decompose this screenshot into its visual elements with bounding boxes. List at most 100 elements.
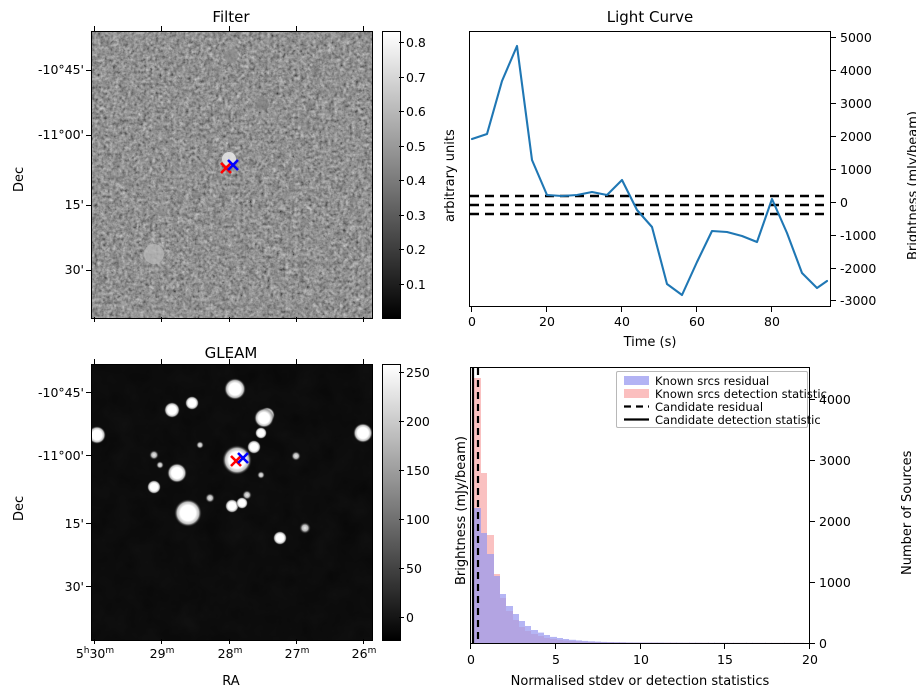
filter-ra-tickmark-3 bbox=[296, 26, 298, 31]
filter-dec-tick-3: 30' bbox=[64, 262, 84, 277]
filter-ra-tickmark-2 bbox=[229, 26, 231, 31]
histogram-xlabel: Normalised stdev or detection statistics bbox=[510, 674, 770, 689]
light-curve-ylabel: Brightness (mJy/beam) bbox=[906, 111, 916, 260]
hist-xtickmark-0 bbox=[470, 644, 472, 649]
lc-ytick-4: 1000 bbox=[840, 162, 872, 177]
gleam-cbar-tickmark-1 bbox=[399, 568, 404, 570]
legend-patch-detection bbox=[624, 389, 649, 398]
hist-ytick-2: 2000 bbox=[819, 514, 851, 529]
filter-ylabel: Dec bbox=[12, 166, 27, 192]
lc-ytickmark-1 bbox=[831, 268, 836, 270]
gleam-dec-tickmark-3 bbox=[86, 586, 91, 588]
gleam-panel-title: GLEAM bbox=[204, 344, 258, 362]
histogram-ylabel: Number of Sources bbox=[900, 450, 915, 575]
filter-cbar-tick-2: 0.3 bbox=[406, 208, 426, 223]
gleam-ra-tick-4: 26m bbox=[351, 646, 377, 662]
gleam-cbar-tick-4: 200 bbox=[406, 414, 430, 429]
filter-cbar-tick-6: 0.7 bbox=[406, 70, 426, 85]
lc-xtickmark-1 bbox=[546, 307, 548, 312]
filter-cbar-tick-3: 0.4 bbox=[406, 173, 426, 188]
gleam-ra-tickmark-t2 bbox=[229, 359, 231, 364]
lc-xtick-1: 20 bbox=[539, 314, 555, 329]
lc-ytickmark-0 bbox=[831, 300, 836, 302]
lc-ytickmark-3 bbox=[831, 202, 836, 204]
gleam-ra-tickmark-t0 bbox=[94, 359, 96, 364]
hist-ytickmark-4 bbox=[810, 399, 815, 401]
legend-label-3: Candidate detection statistic bbox=[655, 413, 821, 427]
hist-xtickmark-1 bbox=[555, 644, 557, 649]
hist-ytickmark-0 bbox=[810, 643, 815, 645]
legend-label-0: Known srcs residual bbox=[655, 374, 770, 388]
legend-label-1: Known srcs detection statistic bbox=[655, 387, 827, 401]
filter-colorbar bbox=[382, 31, 401, 319]
gleam-ra-tickmark-t4 bbox=[363, 359, 365, 364]
hist-ytickmark-2 bbox=[810, 521, 815, 523]
filter-cbar-tick-0: 0.1 bbox=[406, 277, 426, 292]
filter-dec-tick-2: 15' bbox=[64, 197, 84, 212]
filter-cbar-tickmark-5 bbox=[399, 111, 404, 113]
filter-cbar-tickmark-2 bbox=[399, 215, 404, 217]
filter-ra-tickmark-b1 bbox=[161, 317, 163, 322]
lc-xtick-0: 0 bbox=[468, 314, 476, 329]
filter-noise-map bbox=[92, 32, 372, 318]
gleam-cbar-tick-2: 100 bbox=[406, 512, 430, 527]
filter-cbar-tick-4: 0.5 bbox=[406, 139, 426, 154]
filter-cbar-tick-1: 0.2 bbox=[406, 242, 426, 257]
filter-cbar-tickmark-7 bbox=[399, 42, 404, 44]
filter-dec-tickmark-3 bbox=[86, 270, 91, 272]
filter-dec-tickmark-2 bbox=[86, 205, 91, 207]
lc-xtick-2: 40 bbox=[614, 314, 630, 329]
hist-xtick-0: 0 bbox=[467, 652, 475, 667]
lc-ytickmark-4 bbox=[831, 169, 836, 171]
filter-ra-tickmark-b2 bbox=[229, 317, 231, 322]
filter-image bbox=[91, 31, 373, 319]
gleam-ra-tick-1: 29m bbox=[149, 646, 175, 662]
filter-cbar-tickmark-3 bbox=[399, 180, 404, 182]
filter-dec-tick-1: -11°00' bbox=[37, 127, 84, 142]
gleam-dec-tick-3: 30' bbox=[64, 579, 84, 594]
lc-ytick-7: 4000 bbox=[840, 63, 872, 78]
gleam-cbar-tickmark-3 bbox=[399, 470, 404, 472]
lc-ytickmark-7 bbox=[831, 70, 836, 72]
gleam-dec-tick-1: -11°00' bbox=[37, 448, 84, 463]
lc-xtickmark-2 bbox=[621, 307, 623, 312]
hist-ytick-1: 1000 bbox=[819, 575, 851, 590]
legend-patch-residual bbox=[624, 376, 649, 385]
histogram-legend: Known srcs residual Known srcs detection… bbox=[616, 371, 827, 428]
legend-label-2: Candidate residual bbox=[655, 400, 764, 414]
lc-ytickmark-8 bbox=[831, 37, 836, 39]
gleam-dec-tick-0: -10°45' bbox=[37, 385, 84, 400]
lc-xtickmark-0 bbox=[471, 307, 473, 312]
hist-ytickmark-1 bbox=[810, 582, 815, 584]
hist-ytick-3: 3000 bbox=[819, 453, 851, 468]
hist-xtickmark-2 bbox=[640, 644, 642, 649]
filter-dec-tickmark-1 bbox=[86, 135, 91, 137]
lc-ytick-2: -1000 bbox=[840, 228, 877, 243]
lc-xtick-3: 60 bbox=[689, 314, 705, 329]
gleam-dec-tick-2: 15' bbox=[64, 516, 84, 531]
lc-ytickmark-2 bbox=[831, 235, 836, 237]
gleam-colorbar-label: Brightness (mJy/beam) bbox=[454, 436, 469, 585]
filter-cbar-tickmark-4 bbox=[399, 146, 404, 148]
gleam-cbar-tickmark-0 bbox=[399, 617, 404, 619]
gleam-sky-map bbox=[92, 365, 372, 640]
filter-cbar-tick-7: 0.8 bbox=[406, 35, 426, 50]
lc-ytick-6: 3000 bbox=[840, 96, 872, 111]
blue-cross-marker bbox=[227, 159, 239, 171]
lc-ytick-3: 0 bbox=[840, 195, 848, 210]
light-curve-xlabel: Time (s) bbox=[623, 335, 677, 350]
threshold-lines bbox=[470, 194, 830, 216]
gleam-ra-tickmark-0 bbox=[94, 639, 96, 644]
filter-panel-title: Filter bbox=[212, 8, 250, 26]
gleam-ra-tickmark-2 bbox=[229, 639, 231, 644]
filter-cbar-tick-5: 0.6 bbox=[406, 104, 426, 119]
gleam-cbar-tick-0: 0 bbox=[406, 610, 414, 625]
histogram-plot bbox=[471, 368, 804, 643]
filter-ra-tickmark-b0 bbox=[94, 317, 96, 322]
gleam-colorbar bbox=[382, 364, 401, 641]
gleam-cbar-tick-5: 250 bbox=[406, 365, 430, 380]
hist-xtick-3: 15 bbox=[717, 652, 733, 667]
filter-ra-tickmark-1 bbox=[161, 26, 163, 31]
hist-xtick-4: 20 bbox=[802, 652, 818, 667]
